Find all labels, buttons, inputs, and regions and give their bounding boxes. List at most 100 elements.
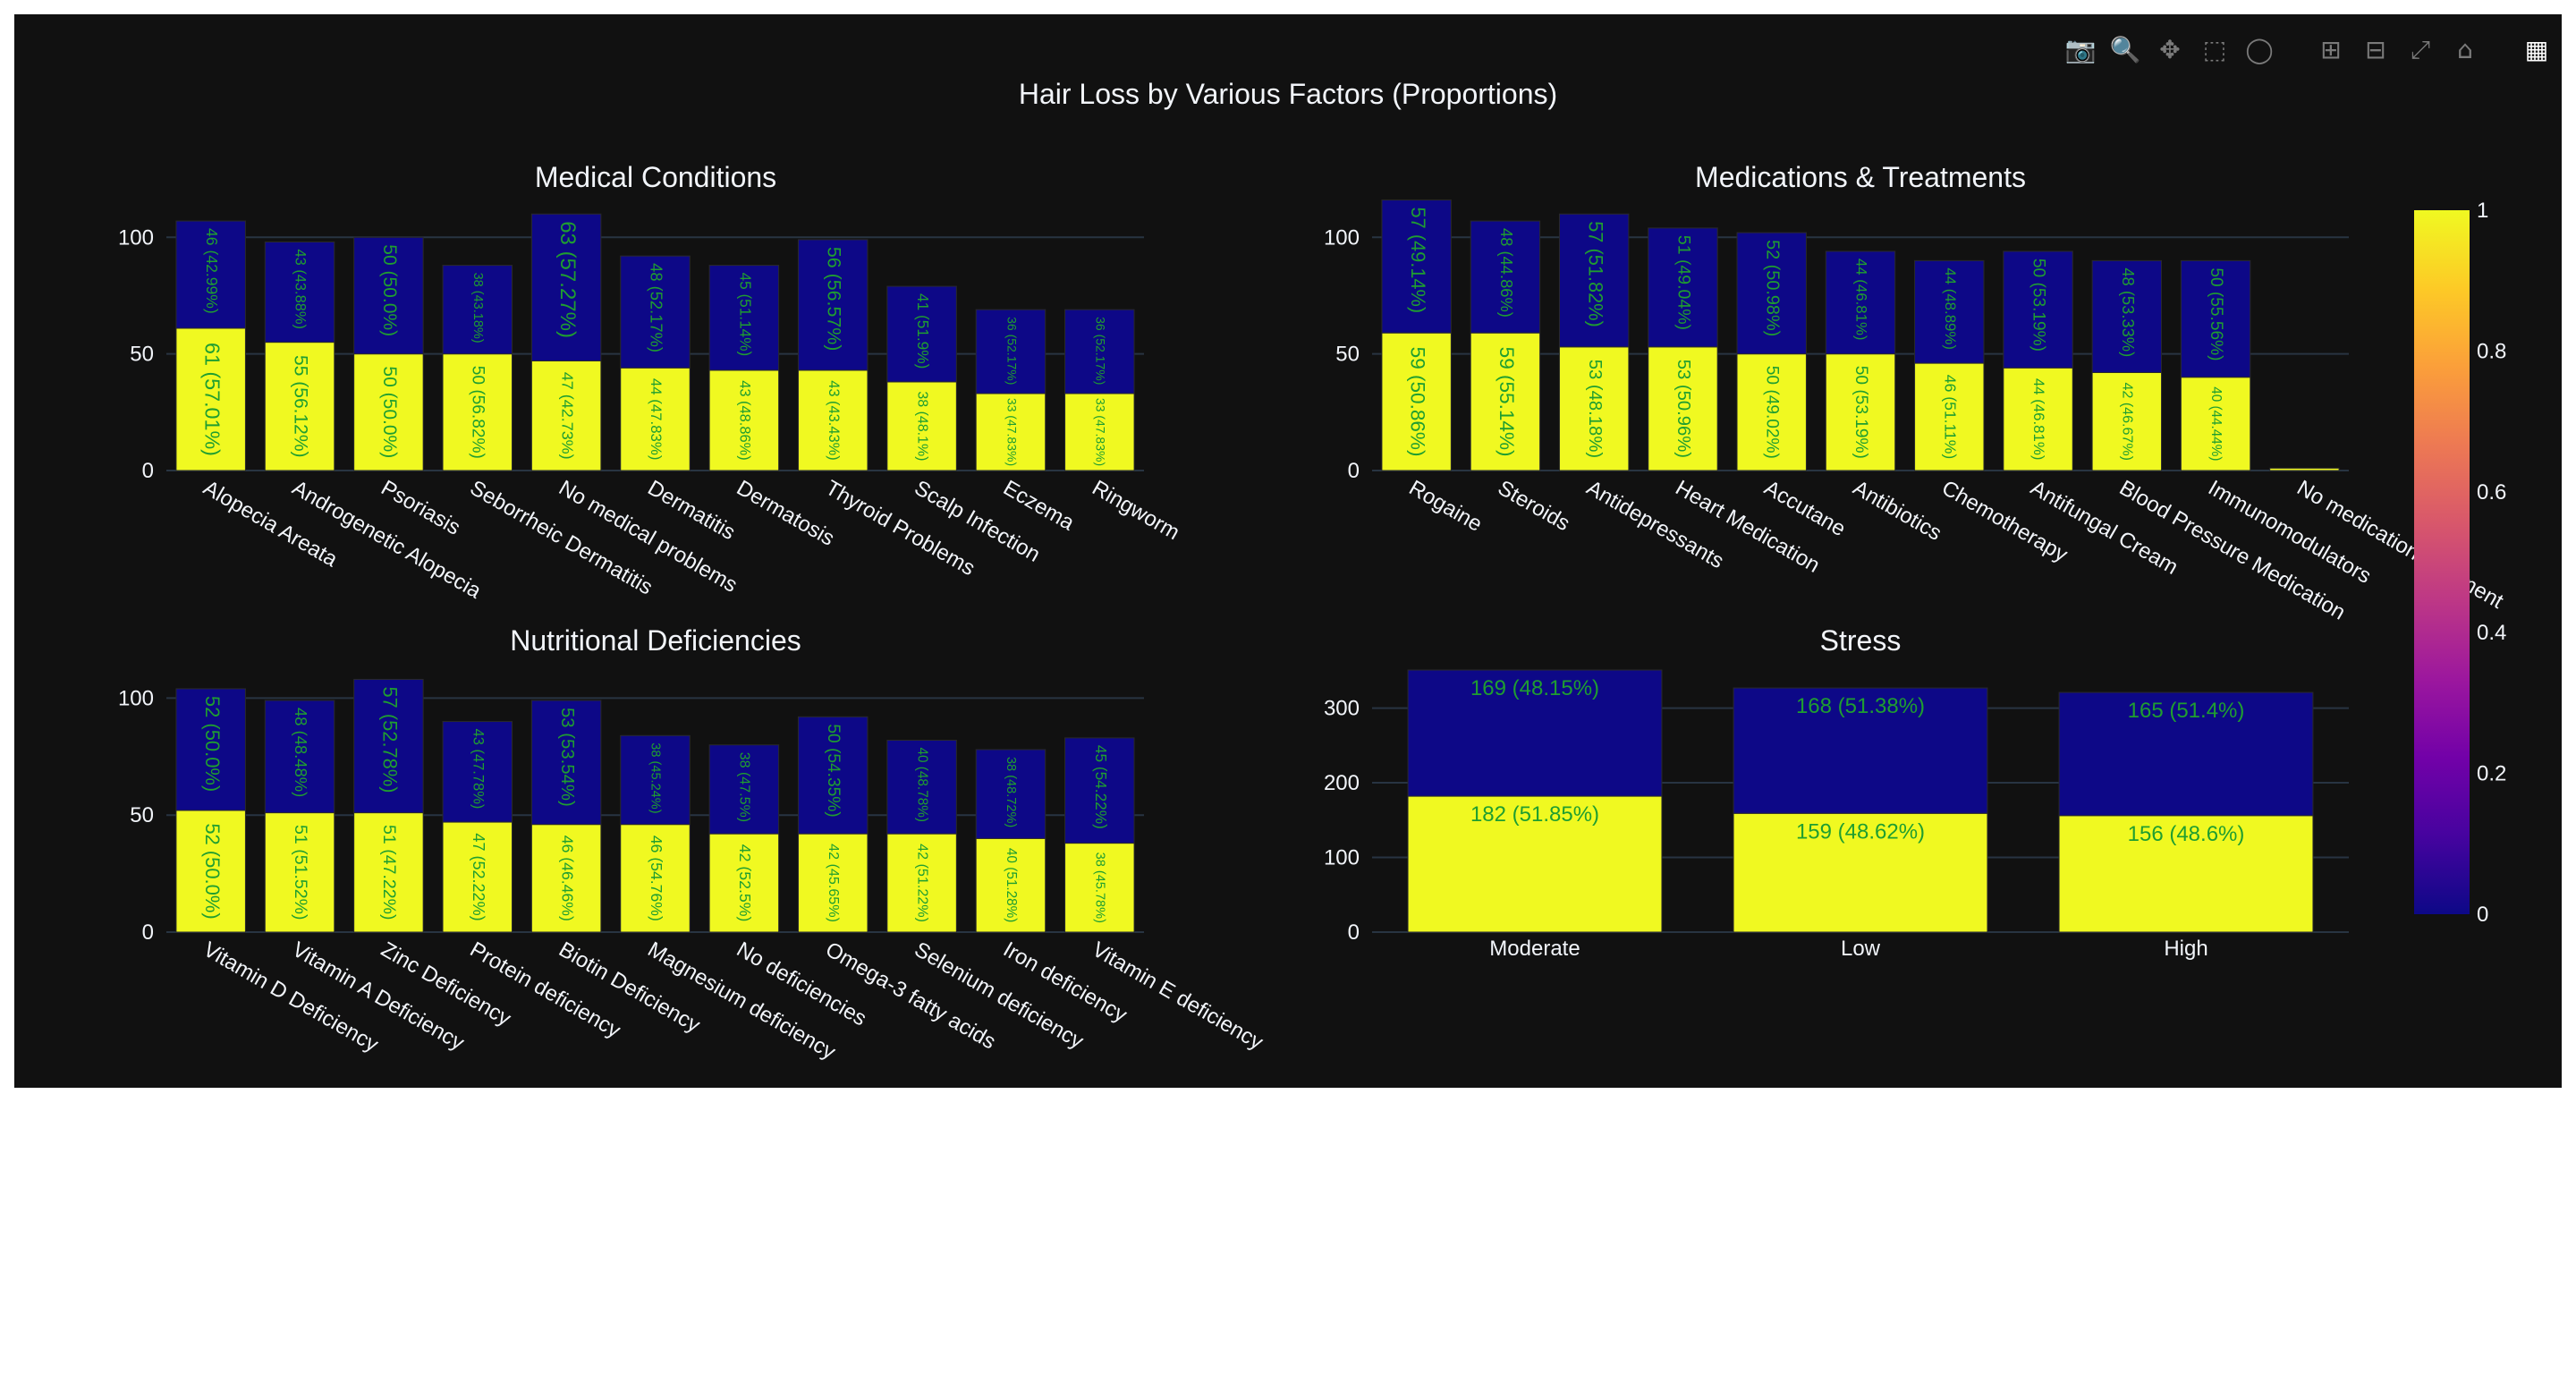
colorbar-tick-label: 0.8 [2477,339,2506,363]
bar-no-segment [2180,259,2251,378]
colorbar [2414,210,2470,914]
x-tick-label: Steroids [1494,476,1574,536]
zoom-out-icon[interactable]: ⊟ [2365,35,2386,64]
x-tick-label: Dermatosis [733,476,839,551]
data-label: 50 (50.0%) [379,366,400,458]
bar-yes-segment [620,824,691,933]
bar-yes-segment [175,327,246,471]
chart-canvas: Hair Loss by Various Factors (Proportion… [118,78,2508,1064]
data-label: 61 (57.01%) [201,343,225,456]
data-label: 38 (45.78%) [1092,852,1106,923]
data-label: 57 (49.14%) [1407,208,1429,314]
reset-axes-icon[interactable]: ⌂ [2457,35,2473,64]
data-label: 46 (42.99%) [203,228,221,314]
data-label: 44 (48.89%) [1942,267,1959,350]
bar-yes-segment [1407,795,1663,933]
data-label: 168 (51.38%) [1796,694,1925,718]
data-label: 46 (51.11%) [1942,375,1960,459]
data-label: 48 (52.17%) [648,263,666,352]
bar-yes-segment [1064,843,1135,933]
data-label: 38 (47.5%) [737,752,753,822]
data-label: 38 (45.24%) [648,742,663,813]
bar-no-segment [442,721,513,823]
bar-yes-segment [2269,467,2340,471]
bar-yes-segment [2180,377,2251,471]
bar-no-segment [1470,220,1541,334]
bar-no-segment [353,678,424,814]
data-label: 57 (52.78%) [379,686,402,793]
bar-yes-segment [2003,367,2073,471]
bar-yes-segment [1558,346,1630,471]
zoom-in-icon[interactable]: ⊞ [2320,35,2342,64]
bar-no-segment [353,236,424,355]
data-label: 56 (56.57%) [824,247,845,352]
data-label: 169 (48.15%) [1470,676,1599,700]
bar-yes-segment [175,810,246,933]
bar-yes-segment [530,360,602,471]
bar-yes-segment [1736,353,1807,471]
data-label: 42 (52.5%) [736,844,754,922]
bar-yes-segment [264,812,335,933]
y-tick-label: 300 [1324,697,1360,721]
data-label: 41 (51.9%) [914,293,932,369]
data-label: 43 (47.78%) [470,729,486,810]
bar-yes-segment [2091,372,2163,471]
bar-no-segment [886,739,957,835]
chart-title: Hair Loss by Various Factors (Proportion… [1019,78,1557,110]
bar-no-segment [1914,259,1985,364]
bar-no-segment [1733,687,1988,814]
bar-no-segment [1825,250,1896,355]
bar-no-segment [1558,213,1630,348]
data-label: 40 (44.44%) [2208,386,2224,461]
data-label: 53 (48.18%) [1585,360,1605,458]
x-tick-label: Omega-3 fatty acids [821,937,999,1055]
zoom-icon[interactable]: 🔍 [2109,35,2141,64]
camera-icon[interactable]: 📷 [2064,35,2097,64]
lasso-select-icon[interactable]: ◯ [2245,35,2274,64]
data-label: 33 (47.83%) [1004,398,1019,466]
subplot-title: Medications & Treatments [1695,161,2026,193]
y-tick-label: 100 [118,686,154,710]
data-label: 42 (51.22%) [914,844,930,922]
bar-yes-segment [620,367,691,471]
bar-no-segment [797,716,869,835]
bar-yes-segment [886,833,957,933]
x-tick-label: Low [1841,937,1881,961]
bar-yes-segment [353,812,424,933]
data-label: 38 (43.18%) [470,273,485,344]
data-label: 55 (56.12%) [290,355,310,458]
bar-no-segment [708,265,780,371]
y-tick-label: 50 [130,343,154,367]
data-label: 52 (50.98%) [1762,240,1782,336]
y-tick-label: 100 [118,225,154,250]
data-label: 42 (45.65%) [826,844,842,922]
x-tick-label: Rogaine [1405,476,1487,537]
data-label: 45 (54.22%) [1092,745,1110,829]
bar-no-segment [1648,227,1718,348]
plotly-logo-icon[interactable]: ▦ [2524,35,2549,64]
bar-no-segment [975,309,1046,394]
data-label: 50 (50.0%) [379,244,400,336]
pan-icon[interactable]: ✥ [2159,35,2181,64]
bar-yes-segment [1648,346,1718,471]
data-label: 50 (54.35%) [824,724,843,817]
modebar: 📷 🔍 ✥ ⬚ ◯ ⊞ ⊟ ⤢ ⌂ ▦ [2064,34,2553,66]
chart-figure: Hair Loss by Various Factors (Proportion… [14,14,2562,1088]
bar-no-segment [620,734,691,826]
autoscale-icon[interactable]: ⤢ [2410,35,2431,64]
bar-no-segment [1736,232,1807,355]
data-label: 46 (46.46%) [558,835,576,921]
bar-no-segment [530,213,602,361]
data-label: 50 (53.19%) [1852,366,1870,459]
bar-yes-segment [708,833,780,933]
bar-yes-segment [886,381,957,471]
data-label: 57 (51.82%) [1584,221,1606,327]
data-label: 43 (48.86%) [737,380,753,460]
data-label: 43 (43.43%) [826,380,842,460]
x-tick-label: Moderate [1489,937,1580,961]
data-label: 50 (56.82%) [469,366,487,459]
bar-no-segment [797,239,869,371]
box-select-icon[interactable]: ⬚ [2202,35,2227,64]
y-tick-label: 0 [1348,920,1360,945]
y-tick-label: 200 [1324,771,1360,795]
